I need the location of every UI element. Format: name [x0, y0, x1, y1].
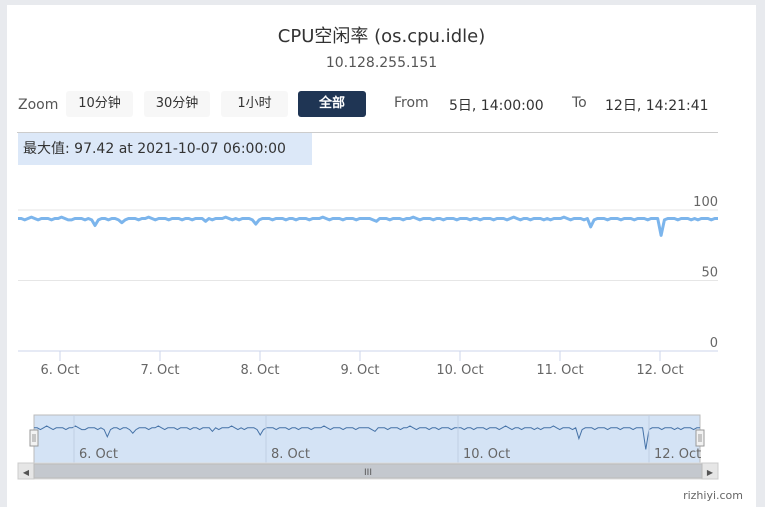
- zoom-10min-button[interactable]: 10分钟: [66, 91, 133, 117]
- zoom-1hour-button[interactable]: 1小时: [221, 91, 288, 117]
- cpu-idle-series-line: [18, 215, 718, 237]
- toolbar-divider: [17, 132, 718, 133]
- y-tick-label: 50: [701, 266, 718, 281]
- navigator-right-handle[interactable]: [695, 429, 705, 447]
- x-tick-label: 7. Oct: [140, 363, 179, 378]
- navigator-tick-label: 8. Oct: [271, 447, 310, 462]
- navigator-tick-label: 12. Oct: [654, 447, 701, 462]
- range-from-input[interactable]: 5日, 14:00:00: [449, 98, 544, 114]
- x-tick-label: 8. Oct: [240, 363, 279, 378]
- chart-canvas: 100 50 0 6. Oct 7. Oct 8. Oct 9. Oct 10. Oct 11.…: [17, 195, 719, 480]
- max-value-tooltip: 最大值: 97.42 at 2021-10-07 06:00:00: [18, 133, 312, 165]
- chart-title: CPU空闲率 (os.cpu.idle): [277, 26, 486, 47]
- range-to-input[interactable]: 12日, 14:21:41: [605, 98, 709, 114]
- scrollbar-thumb[interactable]: [33, 463, 703, 479]
- x-tick-label: 6. Oct: [40, 363, 79, 378]
- x-tick-label: 11. Oct: [536, 363, 583, 378]
- watermark: rizhiyi.com: [683, 489, 743, 502]
- y-tick-label: 100: [693, 195, 718, 210]
- chart-panel: CPU空闲率 (os.cpu.idle) 10.128.255.151 Zoom…: [7, 5, 756, 507]
- navigator-tick-label: 10. Oct: [463, 447, 510, 462]
- navigator-series-line: [34, 425, 700, 450]
- x-tick-label: 9. Oct: [340, 363, 379, 378]
- chart-subtitle: 10.128.255.151: [325, 55, 438, 71]
- scroll-left-arrow-icon[interactable]: ◀: [23, 468, 30, 477]
- x-tick-label: 10. Oct: [436, 363, 483, 378]
- zoom-label: Zoom: [18, 97, 59, 113]
- range-to-label: To: [572, 95, 587, 111]
- zoom-30min-button[interactable]: 30分钟: [144, 91, 210, 117]
- scroll-right-arrow-icon[interactable]: ▶: [707, 468, 714, 477]
- navigator-window[interactable]: [33, 414, 701, 464]
- range-from-label: From: [394, 95, 429, 111]
- y-tick-label: 0: [710, 336, 718, 351]
- navigator-left-handle[interactable]: [29, 429, 39, 447]
- zoom-all-button[interactable]: 全部: [298, 91, 366, 117]
- x-tick-label: 12. Oct: [636, 363, 683, 378]
- scrollbar-grip-icon[interactable]: III: [364, 468, 372, 478]
- navigator-tick-label: 6. Oct: [79, 447, 118, 462]
